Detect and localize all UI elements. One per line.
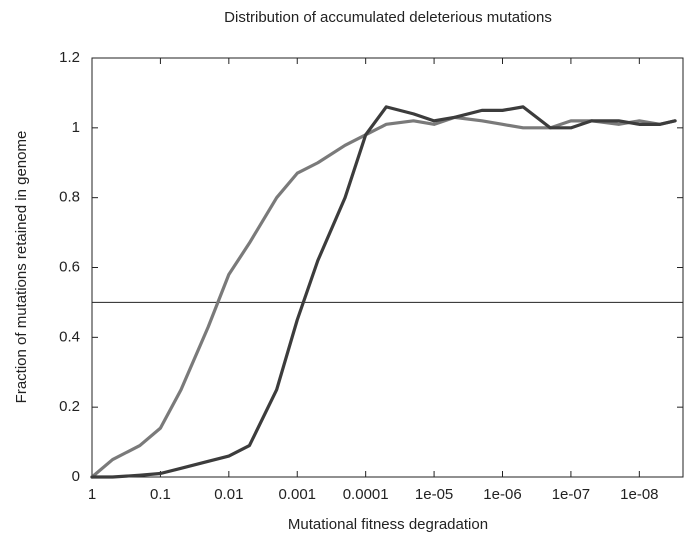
y-axis-label: Fraction of mutations retained in genome — [13, 131, 30, 404]
x-tick-label: 1e-07 — [552, 486, 590, 503]
x-tick-label: 0.0001 — [343, 486, 389, 503]
y-tick-label: 0 — [72, 468, 80, 485]
x-tick-label: 1e-06 — [483, 486, 521, 503]
x-tick-label: 1e-05 — [415, 486, 453, 503]
x-tick-label: 0.01 — [214, 486, 243, 503]
y-tick-label: 0.4 — [59, 328, 80, 345]
data-line — [90, 115, 677, 479]
x-axis-label: Mutational fitness degradation — [288, 516, 488, 533]
chart-title: Distribution of accumulated deleterious … — [224, 9, 552, 26]
y-tick-label: 0.8 — [59, 189, 80, 206]
x-tick-label: 1 — [88, 486, 96, 503]
y-tick-label: 1.2 — [59, 49, 80, 66]
x-tick-label: 0.1 — [150, 486, 171, 503]
x-tick-label: 0.001 — [278, 486, 316, 503]
y-tick-label: 0.2 — [59, 398, 80, 415]
y-tick-label: 1 — [72, 119, 80, 136]
x-tick-label: 1e-08 — [620, 486, 658, 503]
data-line — [90, 105, 677, 479]
y-tick-label: 0.6 — [59, 258, 80, 275]
